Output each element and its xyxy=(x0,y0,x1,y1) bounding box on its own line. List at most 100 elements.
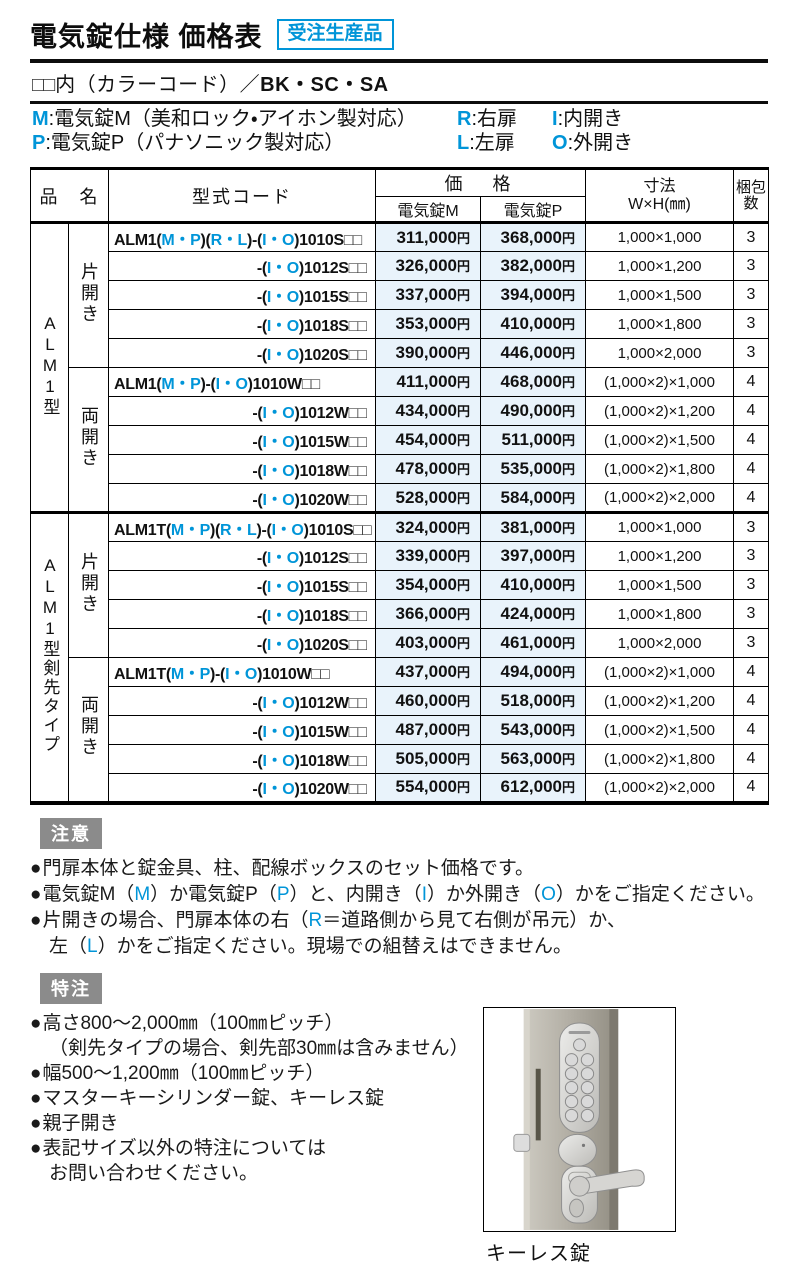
keyless-lock-photo xyxy=(484,1009,675,1230)
yen-suffix: 円 xyxy=(561,636,575,651)
pack-count-cell: 3 xyxy=(733,570,769,600)
price-value: 353,000 xyxy=(395,314,457,333)
note-line: ●電気錠M（M）か電気錠P（P）と、内開き（I）か外開き（O）かをご指定ください… xyxy=(30,882,768,908)
text-run: □□ xyxy=(348,347,367,364)
price-value: 490,000 xyxy=(500,401,562,420)
price-value: 411,000 xyxy=(396,372,457,391)
price-value: 461,000 xyxy=(500,633,562,652)
yen-suffix: 円 xyxy=(561,288,575,303)
text-run: )-( xyxy=(256,521,272,539)
pack-count-cell: 4 xyxy=(733,483,769,513)
table-row: -(I・O)1015S□□ 354,000円 410,000円 1,000×1,500… xyxy=(31,570,769,600)
text-run: ）かをご指定ください。 xyxy=(555,883,765,905)
text-run: ）か電気錠P（ xyxy=(150,883,277,905)
pack-count-cell: 3 xyxy=(733,628,769,658)
pack-count-cell: 4 xyxy=(733,744,769,774)
table-row: -(I・O)1012W□□ 434,000円 490,000円 (1,000×2)×1… xyxy=(31,396,769,426)
code-option-letter: M・P xyxy=(161,376,201,393)
price-p-cell: 446,000円 xyxy=(480,338,586,368)
yen-suffix: 円 xyxy=(456,317,470,332)
text-run: )1010S xyxy=(294,231,344,249)
legend-item-p: P:電気錠P（パナソニック製対応） xyxy=(32,131,457,155)
pack-count-cell: 3 xyxy=(733,309,769,339)
note-line: ●幅500～1,200㎜（100㎜ピッチ） xyxy=(30,1061,768,1086)
text-run: □□ xyxy=(348,608,367,625)
legend-text: :電気錠M（美和ロック・アイホン製対応） xyxy=(48,108,417,130)
code-option-letter: I・O xyxy=(262,724,295,741)
text-run: -( xyxy=(256,347,267,364)
model-code-cell: -(I・O)1015S□□ xyxy=(108,570,376,600)
keyhole xyxy=(569,1198,584,1218)
table-row: -(I・O)1018W□□ 478,000円 535,000円 (1,000×2)×1… xyxy=(31,454,769,484)
model-code-cell: -(I・O)1018W□□ xyxy=(108,744,376,774)
yen-suffix: 円 xyxy=(456,607,470,622)
price-p-cell: 410,000円 xyxy=(480,309,586,339)
legend-text: :右扉 xyxy=(471,108,518,130)
text-run: -( xyxy=(256,579,267,596)
opening-type-text: 両開き xyxy=(78,405,99,469)
price-m-cell: 354,000円 xyxy=(375,570,481,600)
model-code-cell: -(I・O)1015W□□ xyxy=(108,425,376,455)
note-line: ●高さ800～2,000㎜（100㎜ピッチ） xyxy=(30,1011,768,1036)
code-option-letter: I・O xyxy=(266,637,299,654)
model-code-cell: -(I・O)1018W□□ xyxy=(108,454,376,484)
pack-header-line2: 数 xyxy=(743,194,759,212)
text-run: )1010W xyxy=(257,666,312,683)
price-p-cell: 543,000円 xyxy=(480,715,586,745)
code-option-letter: I・O xyxy=(262,695,295,712)
model-code-cell: ALM1T(M・P)-(I・O)1010W□□ xyxy=(108,657,376,687)
price-p-cell: 381,000円 xyxy=(480,511,586,542)
yen-suffix: 円 xyxy=(456,520,470,536)
price-value: 478,000 xyxy=(395,459,457,478)
text-run: 表記サイズ以外の特注については xyxy=(42,1137,326,1159)
opening-type-label: 片開き xyxy=(68,221,109,368)
price-p-cell: 535,000円 xyxy=(480,454,586,484)
divider xyxy=(30,101,768,104)
yen-suffix: 円 xyxy=(561,780,575,796)
size-cell: (1,000×2)×1,800 xyxy=(585,454,734,484)
table-row: -(I・O)1020W□□ 528,000円 584,000円 (1,000×2)×2… xyxy=(31,483,769,513)
price-p-cell: 511,000円 xyxy=(480,425,586,455)
size-cell: (1,000×2)×1,000 xyxy=(585,657,734,687)
group-label: ALM1型剣先タイプ xyxy=(30,511,69,803)
price-p-cell: 368,000円 xyxy=(480,221,586,252)
model-code-cell: ALM1T(M・P)(R・L)-(I・O)1010S□□ xyxy=(108,511,376,542)
price-value: 339,000 xyxy=(395,546,457,565)
yen-suffix: 円 xyxy=(561,317,575,332)
note-line: ●門扉本体と錠金具、柱、配線ボックスのセット価格です。 xyxy=(30,856,768,882)
price-table-body: ALM1型 片開き ALM1(M・P)(R・L)-(I・O)1010S□□ 311,0… xyxy=(30,221,769,803)
code-option-letter: R・L xyxy=(220,521,257,539)
col-header-code: 型式コード xyxy=(108,168,376,224)
text-run: □□ xyxy=(348,260,367,277)
price-value: 554,000 xyxy=(395,777,457,797)
model-code-cell: -(I・O)1015S□□ xyxy=(108,280,376,310)
model-code-cell: -(I・O)1020W□□ xyxy=(108,773,376,803)
yen-suffix: 円 xyxy=(456,288,470,303)
text-run: )1015W xyxy=(294,434,349,451)
col-header-pack: 梱包 数 xyxy=(733,168,769,224)
size-cell: 1,000×1,500 xyxy=(585,570,734,600)
model-code-cell: -(I・O)1012W□□ xyxy=(108,396,376,426)
text-run: -( xyxy=(256,318,267,335)
price-m-cell: 460,000円 xyxy=(375,686,481,716)
text-run: ALM1T( xyxy=(114,521,171,539)
col-header-price-p: 電気錠P xyxy=(480,196,586,224)
price-m-cell: 366,000円 xyxy=(375,599,481,629)
brand-label xyxy=(568,1030,591,1034)
legend-key: I xyxy=(552,108,558,130)
table-row: -(I・O)1018W□□ 505,000円 563,000円 (1,000×2)×1… xyxy=(31,744,769,774)
text-run: )1018W xyxy=(294,753,349,770)
yen-suffix: 円 xyxy=(456,230,470,246)
text-run: )1020W xyxy=(294,781,349,799)
text-run: □□ xyxy=(348,579,367,596)
model-code-cell: -(I・O)1012W□□ xyxy=(108,686,376,716)
price-value: 337,000 xyxy=(395,285,457,304)
col-header-price-m: 電気錠M xyxy=(375,196,481,224)
table-row: -(I・O)1015S□□ 337,000円 394,000円 1,000×1,500… xyxy=(31,280,769,310)
text-run: 門扉本体と錠金具、柱、配線ボックスのセット価格です。 xyxy=(42,857,535,879)
legend-key: M xyxy=(32,108,49,130)
opening-type-text: 両開き xyxy=(78,695,99,759)
pack-count-cell: 4 xyxy=(733,367,769,397)
pack-count-cell: 4 xyxy=(733,657,769,687)
pack-count-cell: 4 xyxy=(733,396,769,426)
